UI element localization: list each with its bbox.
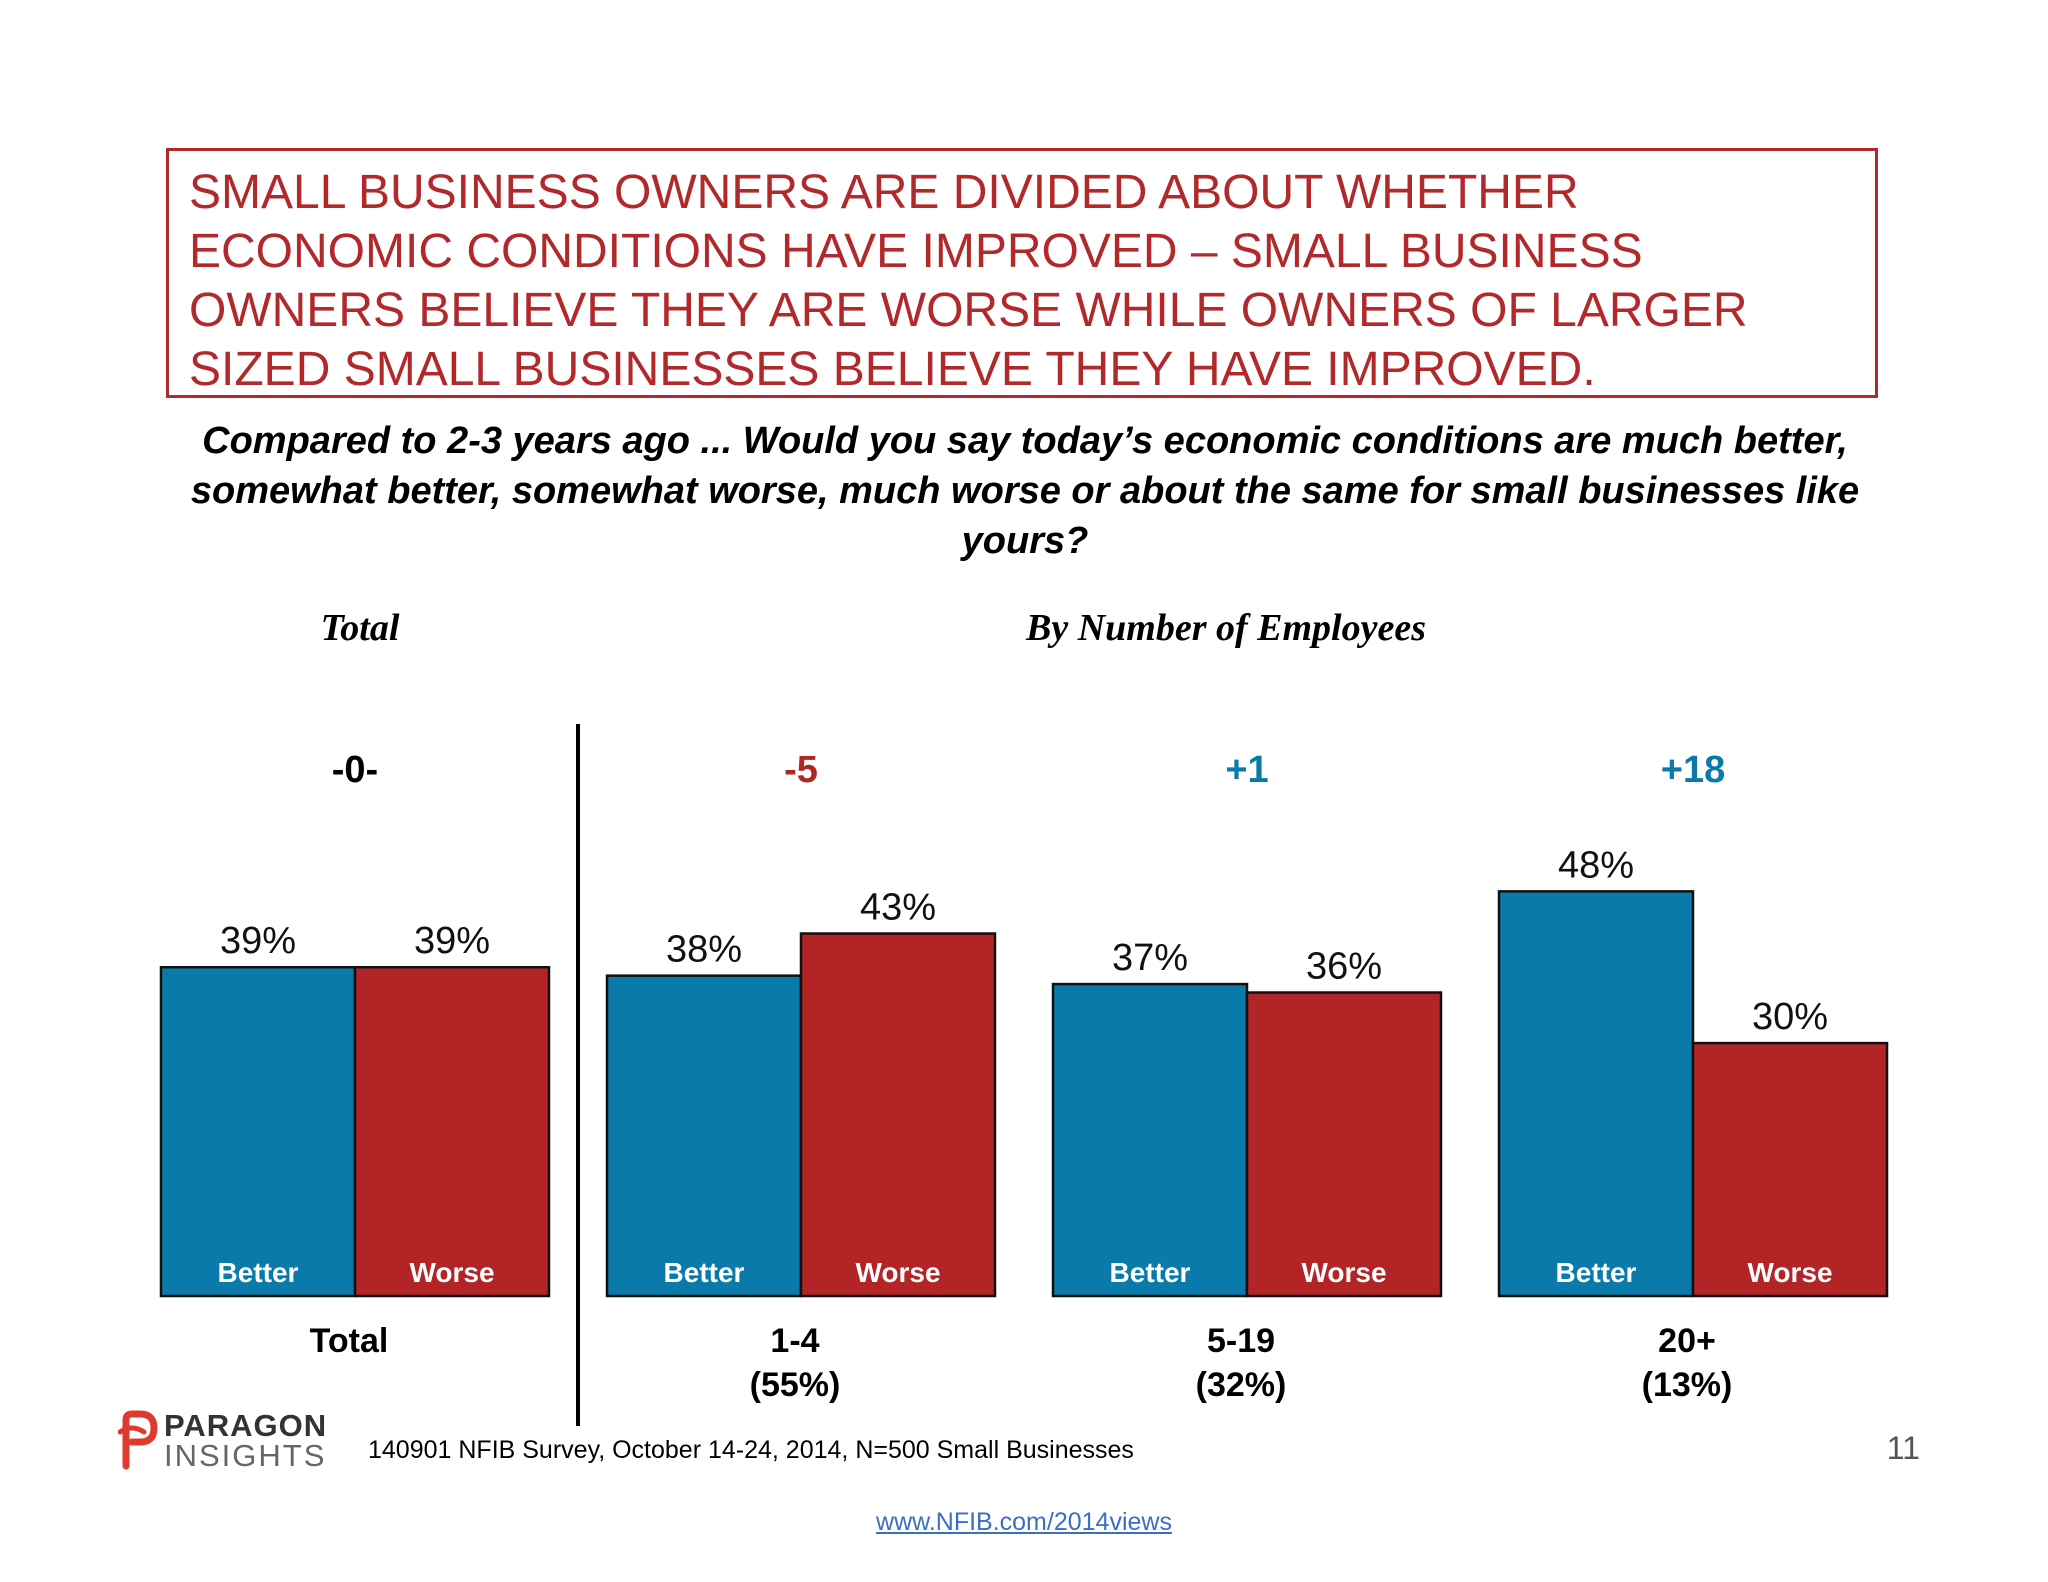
paragon-insights-logo: PARAGON INSIGHTS — [118, 1406, 328, 1473]
bar-better — [605, 974, 803, 1298]
data-label-worse: 30% — [1752, 996, 1828, 1038]
category-sublabel: (13%) — [1642, 1366, 1733, 1404]
category-label: 1-4 — [770, 1322, 819, 1360]
net-score: -5 — [784, 749, 818, 791]
bar-series-label-better: Better — [664, 1257, 745, 1288]
data-label-better: 48% — [1558, 844, 1634, 886]
headline-box: SMALL BUSINESS OWNERS ARE DIVIDED ABOUT … — [166, 148, 1878, 398]
bar-series-label-worse: Worse — [1747, 1257, 1832, 1288]
data-label-worse: 39% — [414, 920, 490, 962]
category-label: Total — [310, 1322, 389, 1360]
category-sublabel: (55%) — [750, 1366, 841, 1404]
bar-better — [159, 965, 357, 1298]
bar-worse — [353, 965, 551, 1298]
data-label-better: 39% — [220, 920, 296, 962]
bar-series-label-worse: Worse — [855, 1257, 940, 1288]
logo-wordmark-top: PARAGON — [164, 1408, 328, 1443]
survey-question: Compared to 2-3 years ago ... Would you … — [190, 420, 1860, 562]
data-label-worse: 36% — [1306, 946, 1382, 988]
net-score: -0- — [332, 749, 378, 791]
data-label-worse: 43% — [860, 887, 936, 929]
bar-worse — [1245, 991, 1443, 1298]
bar-series-label-better: Better — [1556, 1257, 1637, 1288]
section-label-total: Total — [320, 607, 400, 649]
category-label: 20+ — [1658, 1322, 1716, 1360]
bar-series-label-worse: Worse — [409, 1257, 494, 1288]
logo-wordmark-bottom: INSIGHTS — [164, 1438, 327, 1473]
bar-series-label-better: Better — [218, 1257, 299, 1288]
bar-better — [1051, 982, 1249, 1298]
net-score: +1 — [1225, 749, 1268, 791]
bar-better — [1497, 890, 1695, 1298]
section-divider — [576, 724, 580, 1426]
headline-text: SMALL BUSINESS OWNERS ARE DIVIDED ABOUT … — [189, 166, 1748, 396]
bar-series-label-better: Better — [1110, 1257, 1191, 1288]
net-score: +18 — [1661, 749, 1725, 791]
bar-worse — [799, 932, 997, 1298]
bar-worse — [1691, 1041, 1889, 1298]
bar-series-label-worse: Worse — [1301, 1257, 1386, 1288]
section-label-by-employees: By Number of Employees — [1025, 607, 1427, 649]
data-label-better: 38% — [666, 929, 742, 971]
source-note: 140901 NFIB Survey, October 14-24, 2014,… — [368, 1436, 1134, 1464]
nfib-link[interactable]: www.NFIB.com/2014views — [876, 1508, 1172, 1536]
category-label: 5-19 — [1207, 1322, 1275, 1360]
page-number: 11 — [1886, 1430, 1920, 1466]
paragon-p-icon — [118, 1410, 158, 1470]
category-sublabel: (32%) — [1196, 1366, 1287, 1404]
data-label-better: 37% — [1112, 937, 1188, 979]
